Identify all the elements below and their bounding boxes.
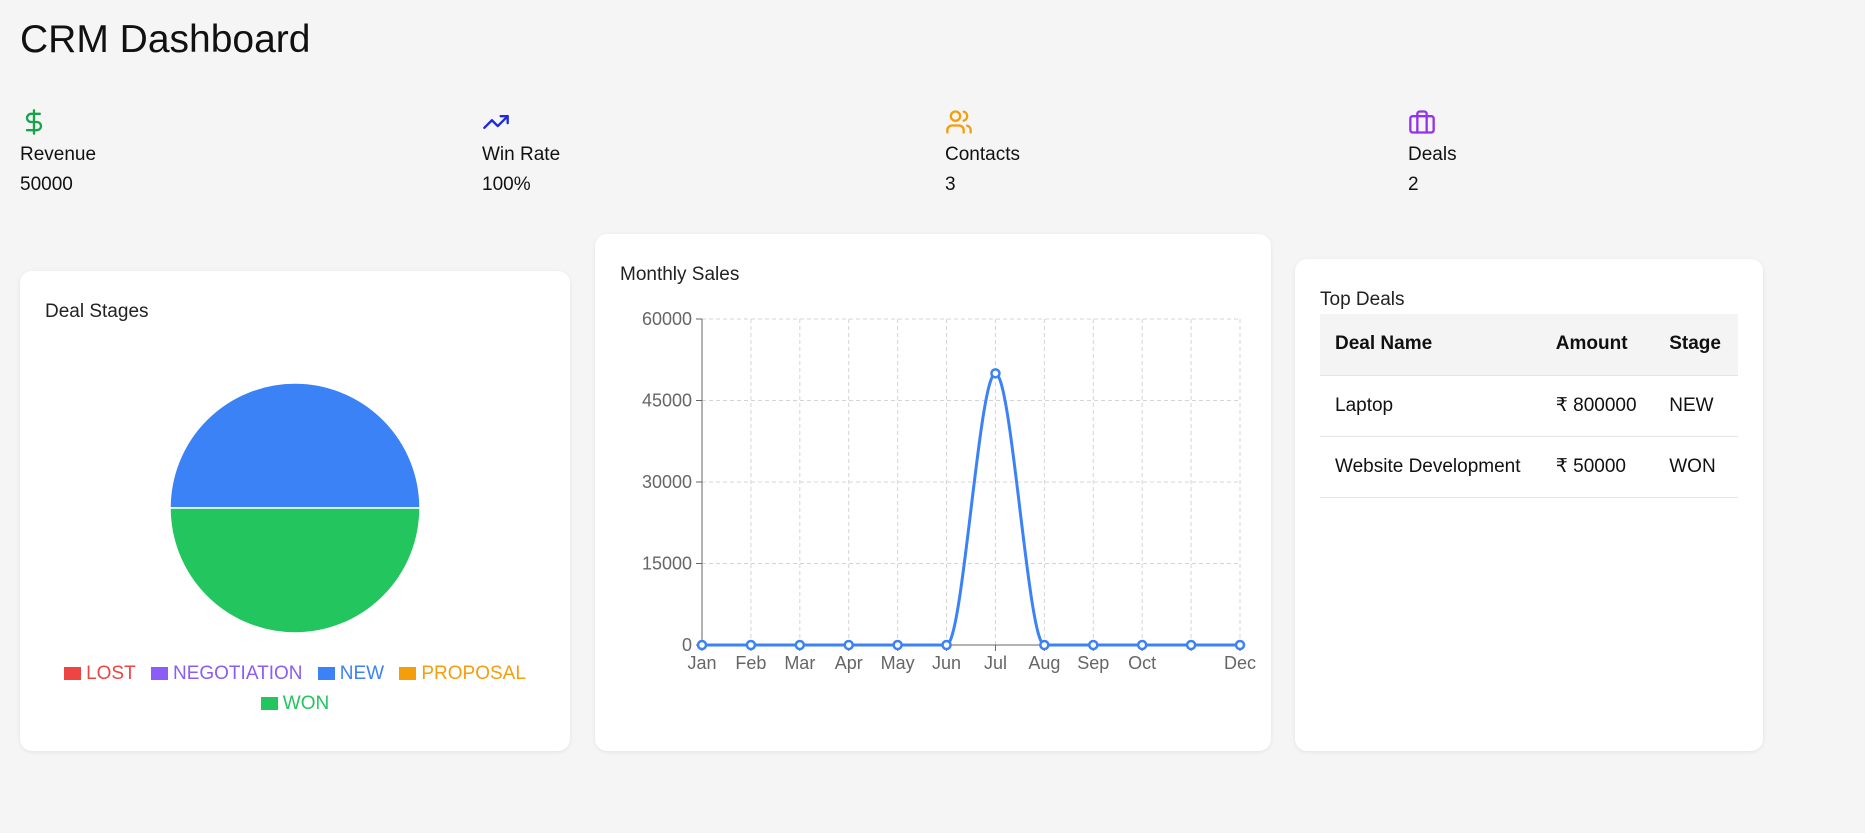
column-header-amount[interactable]: Amount	[1540, 314, 1655, 376]
x-tick-label: Oct	[1128, 653, 1156, 673]
table-header-row: Deal Name Amount Stage	[1320, 314, 1738, 376]
table-row[interactable]: Laptop ₹ 800000 NEW	[1320, 375, 1738, 437]
stat-label: Revenue	[20, 144, 97, 165]
page-title: CRM Dashboard	[20, 18, 311, 61]
monthly-sales-card: Monthly Sales 0 15000 30000 45000 60000 Jan Fe…	[595, 234, 1271, 751]
deal-stages-title: Deal Stages	[45, 301, 149, 322]
top-deals-title: Top Deals	[1320, 289, 1405, 310]
data-point-mar[interactable]	[794, 639, 806, 651]
sales-series-line[interactable]	[701, 371, 1240, 647]
dollar-icon	[25, 109, 43, 135]
legend-label: LOST	[86, 663, 136, 684]
legend-item-won[interactable]: WON	[260, 689, 330, 719]
data-point-jan[interactable]	[696, 639, 708, 651]
legend-swatch	[260, 697, 278, 710]
legend-item-lost[interactable]: LOST	[64, 659, 136, 689]
trending-up-icon	[483, 115, 509, 129]
legend-label: NEGOTIATION	[172, 663, 303, 684]
data-point-nov[interactable]	[1185, 639, 1197, 651]
stat-label: Contacts	[945, 144, 1020, 165]
stat-value: 100%	[482, 174, 531, 195]
x-tick-label: Aug	[1028, 653, 1060, 673]
data-point-jun[interactable]	[941, 639, 952, 651]
monthly-sales-line-chart: 0 15000 30000 45000 60000 Jan Feb Mar Apr May Jun J…	[642, 309, 1256, 673]
stat-deals: Deals 2	[1408, 108, 1708, 196]
x-tick-label: Jul	[984, 653, 1007, 673]
legend-item-negotiation[interactable]: NEGOTIATION	[150, 659, 303, 689]
stat-win-rate: Win Rate 100%	[482, 108, 782, 196]
top-deals-table: Deal Name Amount Stage Laptop ₹ 800000 N…	[1320, 314, 1738, 498]
legend-swatch	[150, 667, 168, 680]
stat-revenue: Revenue 50000	[20, 108, 320, 196]
y-tick-label: 30000	[642, 472, 692, 492]
stat-value: 2	[1408, 174, 1419, 195]
deal-amount-cell: ₹ 800000	[1540, 375, 1655, 437]
x-tick-label: Jan	[687, 653, 716, 673]
table-row[interactable]: Website Development ₹ 50000 WON	[1320, 436, 1738, 498]
stat-label: Win Rate	[482, 144, 561, 165]
deal-stages-legend: LOST NEGOTIATION NEW PROPOSAL WON	[20, 659, 570, 719]
deal-stages-pie-chart	[169, 382, 421, 634]
data-point-aug[interactable]	[1039, 639, 1050, 651]
x-tick-label: Mar	[784, 653, 815, 673]
legend-item-new[interactable]: NEW	[317, 659, 385, 689]
x-tick-label: Sep	[1077, 653, 1109, 673]
deal-stage-cell: NEW	[1654, 375, 1738, 437]
column-header-deal-name[interactable]: Deal Name	[1320, 314, 1541, 376]
y-tick-label: 60000	[642, 309, 692, 329]
data-point-dec[interactable]	[1234, 639, 1246, 651]
data-point-sep[interactable]	[1088, 639, 1099, 651]
legend-label: NEW	[339, 663, 385, 684]
deal-amount-cell: ₹ 50000	[1540, 436, 1655, 498]
users-icon	[946, 110, 972, 134]
briefcase-icon	[1409, 110, 1435, 134]
legend-swatch	[64, 667, 82, 680]
y-tick-label: 15000	[642, 554, 692, 574]
x-tick-label: Jun	[932, 653, 961, 673]
pie-slice-new[interactable]	[169, 382, 421, 509]
data-point-oct[interactable]	[1136, 639, 1148, 651]
column-header-stage[interactable]: Stage	[1654, 314, 1738, 376]
monthly-sales-title: Monthly Sales	[620, 264, 740, 285]
deal-stages-card: Deal Stages LOST NEGOTIATION NEW PROPOSA…	[20, 271, 570, 751]
legend-swatch	[399, 667, 417, 680]
data-point-may[interactable]	[892, 639, 903, 651]
deal-name-cell: Laptop	[1320, 375, 1541, 437]
x-tick-label: Feb	[735, 653, 766, 673]
legend-swatch	[317, 667, 335, 680]
x-tick-label: Dec	[1224, 653, 1256, 673]
pie-slice-won[interactable]	[169, 507, 421, 634]
x-tick-label: May	[881, 653, 915, 673]
legend-item-proposal[interactable]: PROPOSAL	[399, 659, 526, 689]
y-tick-label: 0	[682, 635, 692, 655]
deal-stage-cell: WON	[1654, 436, 1738, 498]
data-point-apr[interactable]	[843, 639, 854, 651]
legend-label: PROPOSAL	[421, 663, 526, 684]
stat-label: Deals	[1408, 144, 1457, 165]
data-point-jul[interactable]	[990, 368, 1001, 379]
deal-name-cell: Website Development	[1320, 436, 1541, 498]
stat-value: 50000	[20, 174, 73, 195]
legend-label: WON	[282, 693, 330, 714]
stat-value: 3	[945, 174, 956, 195]
x-tick-label: Apr	[835, 653, 863, 673]
stat-contacts: Contacts 3	[945, 108, 1245, 196]
y-tick-label: 45000	[642, 391, 692, 411]
data-point-feb[interactable]	[745, 639, 757, 651]
